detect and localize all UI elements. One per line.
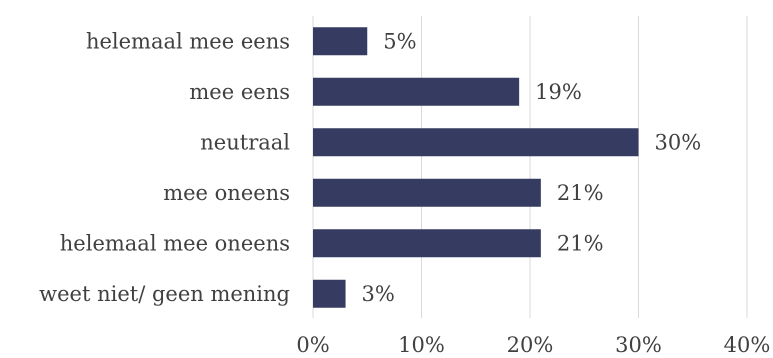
data-label: 21% (557, 181, 604, 205)
bar (313, 279, 346, 308)
bar (313, 77, 520, 106)
bars (313, 27, 639, 308)
gridlines (312, 16, 748, 318)
x-axis-tick-labels: 0% 10% 20% 30% 40% (296, 333, 770, 357)
data-label: 30% (655, 130, 702, 154)
bar (313, 229, 541, 258)
x-tick-label: 20% (507, 333, 554, 357)
value-labels: 5% 19% 30% 21% 21% 3% (362, 29, 702, 306)
data-label: 3% (362, 282, 395, 306)
bar (313, 27, 368, 56)
category-label: weet niet/ geen mening (39, 282, 290, 306)
data-label: 19% (535, 80, 582, 104)
x-tick-label: 30% (615, 333, 662, 357)
bar (313, 128, 639, 157)
category-label: neutraal (200, 130, 290, 154)
data-label: 5% (383, 29, 416, 53)
category-labels: helemaal mee eens mee eens neutraal mee one… (39, 29, 290, 306)
category-label: mee eens (189, 80, 290, 104)
category-label: helemaal mee oneens (60, 231, 290, 255)
category-label: helemaal mee eens (86, 29, 290, 53)
bar (313, 178, 541, 207)
x-tick-label: 40% (724, 333, 771, 357)
data-label: 21% (557, 231, 604, 255)
x-tick-label: 0% (296, 333, 329, 357)
category-label: mee oneens (163, 181, 290, 205)
x-tick-label: 10% (398, 333, 445, 357)
